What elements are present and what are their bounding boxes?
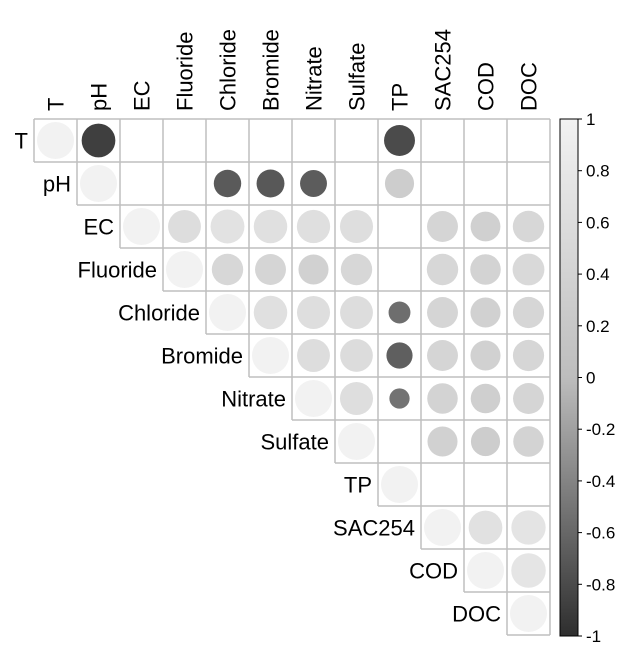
colorbar-tick-label: -1	[586, 627, 601, 646]
correlation-circle-bromide-cod	[470, 340, 501, 371]
row-label: EC	[83, 215, 114, 240]
row-labels: TpH EC Fluoride Chloride Bromide Nitrate Sulfa…	[15, 129, 502, 627]
colorbar-tick-label: 0.2	[586, 317, 610, 336]
correlation-circle-ec-ec	[123, 208, 160, 245]
correlation-circle-ec-cod	[470, 211, 501, 242]
correlation-circle-sulfate-sulfate	[338, 423, 375, 460]
correlation-circle-ec-doc	[512, 210, 545, 243]
correlation-circle-bromide-doc	[512, 339, 545, 372]
correlation-circle-fluoride-fluoride	[166, 251, 203, 288]
colorbar-tick-label: 0	[586, 369, 595, 388]
correlation-circle-ec-sac254	[427, 211, 458, 242]
correlation-circle-doc-doc	[510, 595, 547, 632]
correlation-circle-nitrate-doc	[513, 383, 544, 414]
correlation-circle-sac254-sac254	[424, 509, 461, 546]
correlation-circle-nitrate-tp	[389, 388, 410, 409]
row-label: pH	[43, 172, 71, 197]
correlation-circle-fluoride-chloride	[211, 253, 244, 286]
correlation-circles	[37, 122, 547, 632]
row-label: Sulfate	[261, 430, 330, 455]
row-label: TP	[344, 473, 372, 498]
column-label: Fluoride	[173, 32, 198, 111]
correlation-circle-ph-tp	[384, 168, 415, 199]
column-label: Sulfate	[345, 43, 370, 112]
correlation-circle-bromide-sac254	[427, 340, 458, 371]
row-label: T	[15, 129, 28, 154]
column-label: Bromide	[259, 29, 284, 111]
correlation-circle-ph-nitrate	[300, 170, 327, 197]
correlation-circle-sulfate-doc	[513, 426, 544, 457]
row-label: SAC254	[333, 516, 415, 541]
colorbar-tick-label: 1	[586, 110, 595, 129]
colorbar-tick-label: -0.4	[586, 472, 615, 491]
column-label: EC	[130, 80, 155, 111]
correlation-circle-ec-bromide	[253, 209, 288, 244]
correlation-circle-ec-chloride	[210, 209, 245, 244]
correlation-circle-fluoride-nitrate	[298, 254, 329, 285]
correlation-circle-bromide-tp	[386, 342, 413, 369]
correlation-circle-sulfate-sac254	[427, 426, 458, 457]
correlation-circle-ec-nitrate	[296, 209, 331, 244]
correlation-circle-ph-chloride	[213, 169, 242, 198]
correlation-circle-fluoride-cod	[470, 254, 501, 285]
correlation-circle-chloride-doc	[512, 296, 545, 329]
correlation-circle-cod-cod	[467, 552, 504, 589]
correlation-circle-cod-doc	[511, 553, 546, 588]
correlation-circle-fluoride-bromide	[255, 254, 286, 285]
correlation-circle-sac254-doc	[511, 510, 546, 545]
correlation-circle-chloride-sac254	[427, 297, 458, 328]
correlation-circle-chloride-nitrate	[296, 295, 331, 330]
colorbar-tick-label: 0.8	[586, 162, 610, 181]
row-label: Bromide	[161, 344, 243, 369]
correlation-circle-t-tp	[384, 125, 415, 156]
column-label: TP	[388, 83, 413, 111]
correlation-circle-t-t	[37, 122, 74, 159]
correlation-circle-chloride-sulfate	[340, 296, 373, 329]
row-label: Fluoride	[78, 258, 157, 283]
correlation-circle-bromide-nitrate	[297, 339, 330, 372]
correlation-circle-tp-tp	[381, 466, 418, 503]
correlation-circle-t-ph	[81, 123, 116, 158]
column-label: COD	[474, 62, 499, 111]
correlation-circle-nitrate-cod	[470, 383, 501, 414]
colorbar-tick-label: -0.8	[586, 575, 615, 594]
correlation-circle-chloride-cod	[470, 297, 501, 328]
correlation-circle-bromide-bromide	[252, 337, 289, 374]
column-label: DOC	[517, 62, 542, 111]
correlation-circle-sac254-cod	[468, 510, 503, 545]
correlation-circle-nitrate-sac254	[427, 383, 458, 414]
correlation-circle-ph-ph	[80, 165, 117, 202]
row-label: Chloride	[118, 301, 200, 326]
correlation-circle-fluoride-doc	[512, 253, 545, 286]
correlation-circle-fluoride-sac254	[426, 253, 459, 286]
correlation-circle-nitrate-sulfate	[339, 381, 374, 416]
colorbar-tick-label: -0.6	[586, 524, 615, 543]
colorbar: 1 0.8 0.6 0.4 0.2 0 -0.2 -0.4 -0.6 -0.8 -1	[559, 110, 615, 646]
row-label: COD	[409, 559, 458, 584]
column-label: SAC254	[431, 29, 456, 111]
colorbar-tick-label: 0.4	[586, 265, 610, 284]
correlation-circle-chloride-chloride	[209, 294, 246, 331]
colorbar-tick-label: 0.6	[586, 213, 610, 232]
correlation-circle-ph-bromide	[256, 169, 285, 198]
correlation-circle-ec-sulfate	[339, 209, 374, 244]
grid-lines	[33, 118, 551, 636]
colorbar-gradient	[559, 118, 579, 637]
correlation-circle-ec-fluoride	[168, 210, 201, 243]
colorbar-tick-label: -0.2	[586, 420, 615, 439]
column-label: Nitrate	[302, 46, 327, 111]
row-label: DOC	[452, 602, 501, 627]
column-label: Chloride	[216, 29, 241, 111]
correlation-circle-chloride-tp	[388, 301, 411, 324]
column-label: T	[44, 98, 69, 111]
correlation-circle-fluoride-sulfate	[340, 253, 373, 286]
row-label: Nitrate	[221, 387, 286, 412]
correlation-circle-sulfate-cod	[470, 426, 501, 457]
correlation-circle-chloride-bromide	[253, 295, 288, 330]
correlation-circle-nitrate-nitrate	[295, 380, 332, 417]
column-label: pH	[87, 83, 112, 111]
correlation-circle-bromide-sulfate	[340, 339, 373, 372]
